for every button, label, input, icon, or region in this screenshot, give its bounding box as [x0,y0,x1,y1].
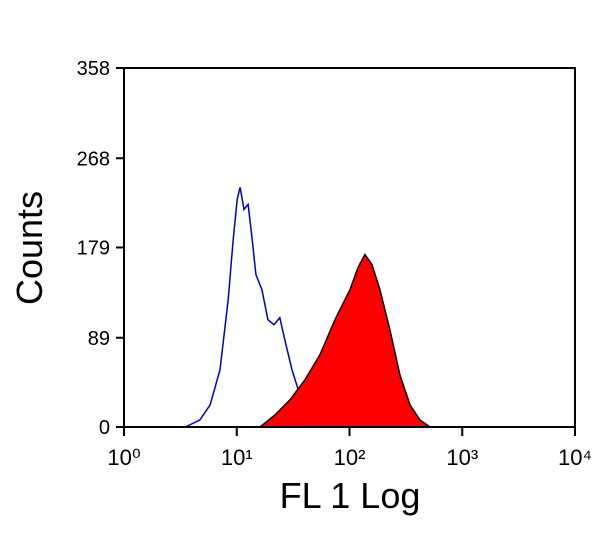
y-tick-label: 89 [88,328,110,350]
y-tick-label: 179 [77,238,110,260]
x-axis-label: FL 1 Log [280,475,421,516]
y-tick-label: 0 [99,417,110,439]
x-tick-label: 10¹ [221,445,253,470]
y-tick-label: 358 [77,58,110,80]
y-axis-label: Counts [9,191,50,305]
x-tick-label: 10⁰ [107,445,140,470]
x-tick-label: 10⁴ [558,445,592,470]
y-tick-label: 268 [77,148,110,170]
x-tick-label: 10³ [446,445,478,470]
x-tick-label: 10² [334,445,366,470]
histogram-area [257,253,433,428]
